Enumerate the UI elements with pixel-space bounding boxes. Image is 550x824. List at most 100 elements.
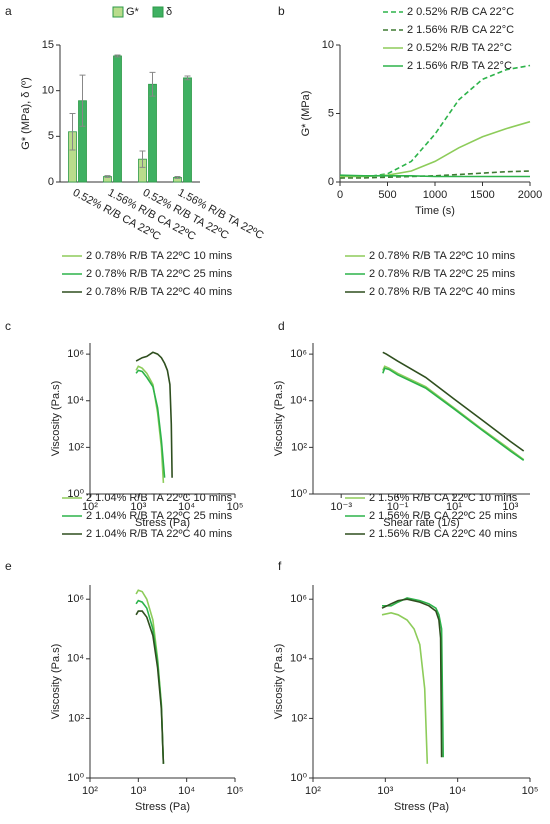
y-tick-label: 0	[328, 176, 334, 188]
legend-label: 2 0.52% R/B TA 22°C	[407, 42, 512, 54]
series-line	[339, 174, 530, 178]
x-axis-label: Stress (Pa)	[394, 801, 449, 813]
x-tick-label: 10²	[82, 785, 98, 797]
legend-swatch	[112, 6, 124, 18]
y-axis-label: Viscosity (Pa.s)	[273, 381, 285, 457]
panel-letter: d	[278, 319, 285, 333]
x-tick-label: 0	[337, 189, 343, 201]
x-tick-label: 10⁻³	[330, 501, 352, 513]
x-tick-label: 500	[378, 189, 396, 201]
y-tick-label: 10	[42, 85, 54, 97]
x-axis-label: Shear rate (1/s)	[383, 517, 459, 529]
y-tick-label: 0	[48, 176, 54, 188]
series-line	[382, 351, 525, 452]
series-line	[382, 597, 444, 758]
x-tick-label: 10³	[502, 501, 518, 513]
error-bar	[114, 54, 121, 58]
x-axis-label: Stress (Pa)	[135, 801, 190, 813]
x-tick-label: 10²	[82, 501, 98, 513]
legend-label: G*	[126, 6, 140, 18]
panel-letter: b	[278, 4, 285, 18]
x-tick-label: 10²	[305, 785, 321, 797]
y-axis-label: G* (MPa)	[300, 91, 312, 137]
error-bar	[69, 113, 76, 151]
error-bar	[79, 74, 86, 127]
y-axis-label: Viscosity (Pa.s)	[50, 381, 62, 457]
series-line	[381, 598, 443, 758]
legend-label: 2 1.56% R/B CA 22ºC 40 mins	[369, 528, 518, 540]
bar	[113, 55, 122, 183]
y-tick-label: 10	[322, 39, 334, 51]
x-tick-label: 1000	[423, 189, 447, 201]
series-line	[135, 351, 173, 478]
series-line	[135, 610, 165, 764]
legend-label: 2 1.56% R/B CA 22°C	[407, 24, 514, 36]
y-axis-label: G* (MPa), δ (º)	[20, 77, 32, 149]
y-tick-label: 10⁰	[290, 488, 307, 500]
legend-label: 2 0.78% R/B TA 22ºC 40 mins	[86, 286, 233, 298]
series-line	[135, 369, 166, 478]
legend-label: 2 0.78% R/B TA 22ºC 25 mins	[86, 268, 233, 280]
legend-label: 2 0.78% R/B TA 22ºC 40 mins	[369, 286, 516, 298]
panel-letter: a	[5, 4, 12, 18]
x-tick-label: 1500	[470, 189, 494, 201]
panel-letter: c	[5, 319, 11, 333]
y-tick-label: 10²	[68, 712, 84, 724]
series-line	[382, 365, 525, 461]
legend-label: 2 0.78% R/B TA 22ºC 25 mins	[369, 268, 516, 280]
legend-label: 2 0.52% R/B CA 22°C	[407, 6, 514, 18]
legend-label: 2 1.56% R/B TA 22°C	[407, 60, 512, 72]
error-bar	[174, 176, 181, 179]
y-tick-label: 10⁰	[290, 772, 307, 784]
series-line	[339, 64, 531, 179]
x-tick-label: 10⁵	[522, 785, 539, 797]
bar	[183, 77, 192, 183]
y-tick-label: 10⁴	[67, 395, 84, 407]
y-tick-label: 10²	[291, 712, 307, 724]
y-tick-label: 15	[42, 39, 54, 51]
series-line	[381, 611, 429, 764]
y-tick-label: 10⁰	[67, 772, 84, 784]
x-axis-label: Time (s)	[415, 205, 455, 217]
legend-label: 2 1.56% R/B CA 22ºC 25 mins	[369, 510, 518, 522]
legend-label: 2 0.78% R/B TA 22ºC 10 mins	[369, 250, 516, 262]
y-tick-label: 5	[328, 107, 334, 119]
error-bar	[104, 175, 111, 178]
y-axis-label: Viscosity (Pa.s)	[50, 644, 62, 720]
legend-label: 2 1.56% R/B CA 22ºC 10 mins	[369, 492, 518, 504]
y-tick-label: 5	[48, 130, 54, 142]
x-tick-label: 10³	[130, 785, 146, 797]
y-tick-label: 10⁶	[290, 593, 307, 605]
panel-letter: e	[5, 559, 12, 573]
y-tick-label: 10⁰	[67, 488, 84, 500]
legend-label: 2 1.04% R/B TA 22ºC 10 mins	[86, 492, 233, 504]
error-bar	[184, 75, 191, 81]
error-bar	[149, 71, 156, 97]
x-tick-label: 10⁵	[227, 785, 244, 797]
y-tick-label: 10⁴	[290, 653, 307, 665]
x-tick-label: 10⁵	[227, 501, 244, 513]
y-tick-label: 10⁴	[290, 395, 307, 407]
panel-letter: f	[278, 559, 282, 573]
y-tick-label: 10⁶	[67, 593, 84, 605]
x-tick-label: 10⁴	[178, 785, 195, 797]
x-tick-label: 10¹	[446, 501, 462, 513]
x-tick-label: 10⁴	[178, 501, 195, 513]
legend-swatch	[152, 6, 164, 18]
y-tick-label: 10⁶	[290, 348, 307, 360]
legend-label: 2 1.04% R/B TA 22ºC 40 mins	[86, 528, 233, 540]
x-tick-label: 10⁴	[449, 785, 466, 797]
y-tick-label: 10²	[68, 441, 84, 453]
x-tick-label: 2000	[518, 189, 542, 201]
x-tick-label: 10³	[130, 501, 146, 513]
x-tick-label: 10⁻¹	[387, 501, 409, 513]
series-line	[382, 367, 525, 461]
y-tick-label: 10²	[291, 441, 307, 453]
error-bar	[139, 150, 146, 168]
y-tick-label: 10⁴	[67, 653, 84, 665]
x-tick-label: 10³	[377, 785, 393, 797]
y-axis-label: Viscosity (Pa.s)	[273, 644, 285, 720]
legend-label: 2 0.78% R/B TA 22ºC 10 mins	[86, 250, 233, 262]
bar	[148, 83, 157, 183]
